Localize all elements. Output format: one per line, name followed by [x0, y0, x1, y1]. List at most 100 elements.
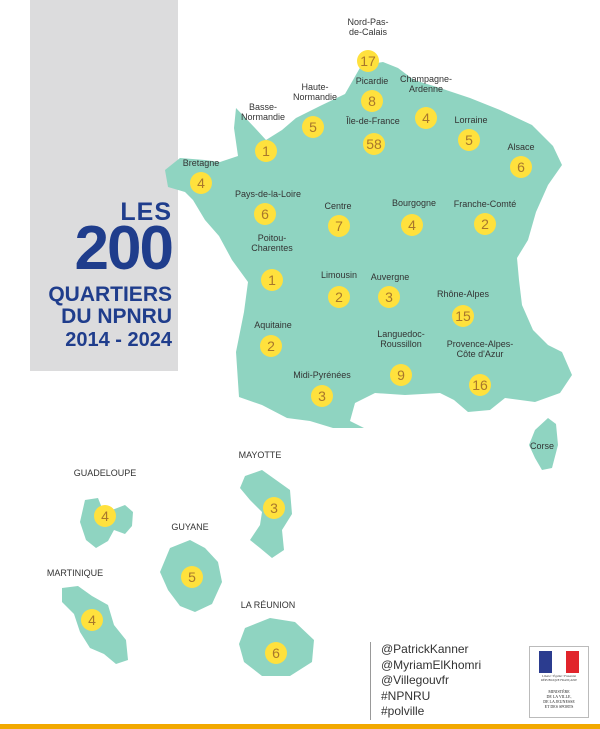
overseas-label: GUYANE: [171, 522, 208, 532]
region-label: Languedoc-: [377, 329, 425, 339]
region-label: Auvergne: [371, 272, 410, 282]
region-count: 2: [267, 338, 275, 354]
region-marker[interactable]: [254, 203, 276, 225]
region-auvergne: Auvergne 3: [371, 272, 410, 308]
region-alsace: Alsace 6: [507, 142, 535, 178]
region-label: Île-de-France: [345, 116, 400, 126]
social-tag[interactable]: @MyriamElKhomri: [381, 657, 482, 672]
overseas-label: MAYOTTE: [239, 450, 282, 460]
social-tag[interactable]: @PatrickKanner: [381, 642, 469, 656]
region-label: Provence-Alpes-: [447, 339, 514, 349]
ministry-logo: Liberté • Égalité • Fraternité RÉPUBLIQU…: [529, 646, 589, 718]
region-marker[interactable]: [255, 140, 277, 162]
region-label: Nord-Pas-: [347, 17, 388, 27]
region-label: Ardenne: [409, 84, 443, 94]
region-marker[interactable]: [190, 172, 212, 194]
region-label: Centre: [324, 201, 351, 211]
title-line2: DU NPNRU: [61, 305, 172, 328]
region-marker[interactable]: [363, 133, 385, 155]
region-marker[interactable]: [261, 269, 283, 291]
social-tag[interactable]: #NPNRU: [381, 688, 431, 703]
region-label: de-Calais: [349, 27, 388, 37]
region-lorraine: Lorraine 5: [454, 115, 488, 151]
region-marker[interactable]: [302, 116, 324, 138]
overseas-marker[interactable]: [263, 497, 285, 519]
region-bourgogne: Bourgogne 4: [392, 198, 436, 236]
overseas-martinique: MARTINIQUE 4: [47, 568, 103, 631]
overseas-count: 3: [270, 500, 278, 516]
social-tag[interactable]: @Villegouvfr: [381, 673, 449, 687]
region-count: 5: [465, 132, 473, 148]
region-label: Picardie: [356, 76, 389, 86]
region-marker[interactable]: [510, 156, 532, 178]
region-count: 4: [197, 175, 205, 191]
region-marker[interactable]: [452, 305, 474, 327]
title-panel: LES 200 QUARTIERS DU NPNRU 2014 - 2024: [30, 0, 178, 371]
overseas-marker[interactable]: [94, 505, 116, 527]
region-count: 3: [385, 289, 393, 305]
region-label: Normandie: [241, 112, 285, 122]
overseas-count: 4: [101, 508, 109, 524]
region-label: Pays-de-la-Loire: [235, 189, 301, 199]
region-count: 2: [335, 289, 343, 305]
region-corse: Corse: [530, 441, 554, 451]
region-languedoc-roussillon: Languedoc-Roussillon 9: [377, 329, 425, 386]
region-bretagne: Bretagne 4: [183, 158, 220, 194]
region-label: Bretagne: [183, 158, 220, 168]
region-champagne-ardenne: Champagne-Ardenne 4: [400, 74, 452, 129]
region-count: 6: [517, 159, 525, 175]
region-label: Rhône-Alpes: [437, 289, 490, 299]
overseas-label: LA RÉUNION: [241, 600, 296, 610]
region-marker[interactable]: [328, 215, 350, 237]
social-tag[interactable]: #polville: [381, 704, 425, 718]
overseas-count: 6: [272, 645, 280, 661]
title-line1: QUARTIERS: [48, 283, 172, 306]
region-label: Basse-: [249, 102, 277, 112]
region-marker[interactable]: [378, 286, 400, 308]
republic-motto: Liberté • Égalité • Fraternité RÉPUBLIQU…: [540, 674, 578, 682]
region-count: 17: [360, 53, 376, 69]
region-marker[interactable]: [401, 214, 423, 236]
region-marker[interactable]: [469, 374, 491, 396]
region-poitou-charentes: Poitou-Charentes 1: [251, 233, 293, 291]
overseas-marker[interactable]: [181, 566, 203, 588]
overseas-marker[interactable]: [81, 609, 103, 631]
title-years: 2014 - 2024: [65, 329, 172, 351]
region-nord-pas-de-calais: Nord-Pas-de-Calais 17: [347, 17, 389, 72]
region-pays-de-la-loire: Pays-de-la-Loire 6: [235, 189, 301, 225]
region-centre: Centre 7: [324, 201, 352, 237]
region-label: Bourgogne: [392, 198, 436, 208]
bottom-accent-bar: [0, 724, 600, 729]
region-marker[interactable]: [328, 286, 350, 308]
region-haute-normandie: Haute-Normandie 5: [293, 82, 337, 138]
region-marker[interactable]: [390, 364, 412, 386]
region-marker[interactable]: [415, 107, 437, 129]
region-count: 3: [318, 388, 326, 404]
region-count: 9: [397, 367, 405, 383]
region-aquitaine: Aquitaine 2: [254, 320, 292, 357]
region-label: Franche-Comté: [454, 199, 517, 209]
region-count: 5: [309, 119, 317, 135]
overseas-markers: GUADELOUPE 4 MAYOTTE 3 GUYANE 5 MARTINIQUE 4 LA …: [47, 450, 295, 664]
title-les: LES: [120, 198, 172, 226]
social-tags: @PatrickKanner @MyriamElKhomri @Villegou…: [370, 642, 481, 720]
region-label: Aquitaine: [254, 320, 292, 330]
region-marker[interactable]: [474, 213, 496, 235]
region-count: 16: [472, 377, 488, 393]
region-limousin: Limousin 2: [321, 270, 357, 308]
region-label: Normandie: [293, 92, 337, 102]
overseas-la-reunion: LA RÉUNION 6: [241, 600, 296, 664]
region-marker[interactable]: [260, 335, 282, 357]
overseas-count: 5: [188, 569, 196, 585]
region-rhone-alpes: Rhône-Alpes 15: [437, 289, 490, 327]
region-count: 15: [455, 308, 471, 324]
region-marker[interactable]: [311, 385, 333, 407]
region-label: Midi-Pyrénées: [293, 370, 351, 380]
ministry-name: MINISTÈRE DE LA VILLE, DE LA JEUNESSE ET…: [543, 689, 575, 709]
region-label: Haute-: [301, 82, 328, 92]
overseas-label: MARTINIQUE: [47, 568, 103, 578]
region-marker[interactable]: [361, 90, 383, 112]
region-marker[interactable]: [357, 50, 379, 72]
region-marker[interactable]: [458, 129, 480, 151]
overseas-marker[interactable]: [265, 642, 287, 664]
